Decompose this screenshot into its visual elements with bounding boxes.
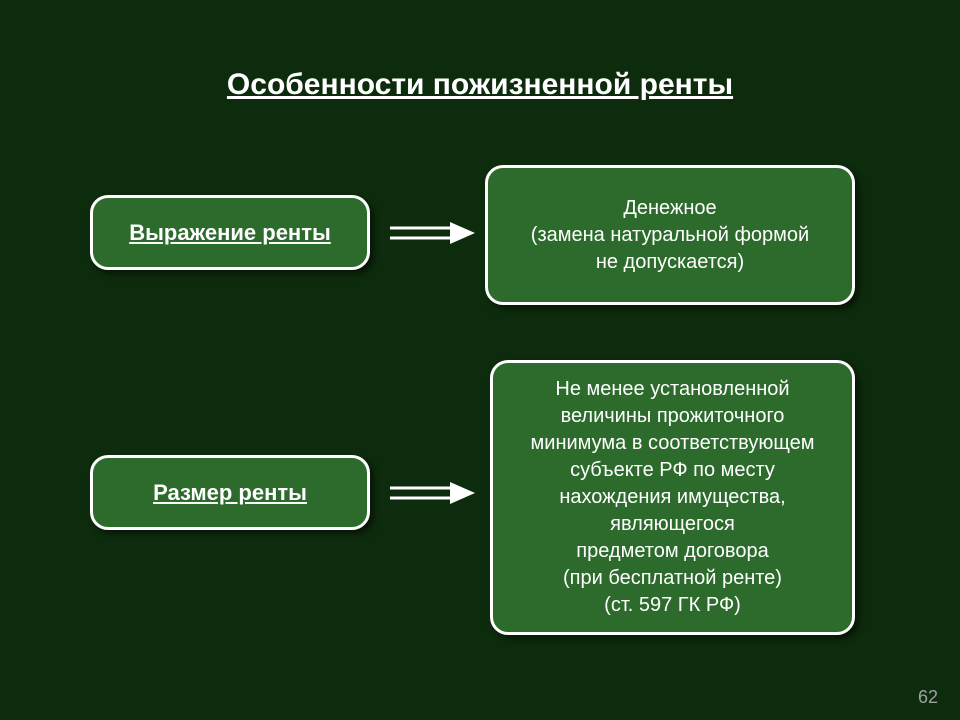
node-content-monetary: Денежное(замена натуральной формойне доп…: [485, 165, 855, 305]
node-content-text: Не менее установленнойвеличины прожиточн…: [531, 376, 815, 619]
arrow-2: [390, 482, 475, 504]
node-content-text: Денежное(замена натуральной формойне доп…: [531, 195, 809, 276]
page-number: 62: [918, 687, 938, 708]
arrow-1: [390, 222, 475, 244]
node-label-expression: Выражение ренты: [90, 195, 370, 270]
node-label-text: Размер ренты: [153, 480, 307, 506]
node-content-minimum: Не менее установленнойвеличины прожиточн…: [490, 360, 855, 635]
node-label-text: Выражение ренты: [129, 220, 331, 246]
node-label-size: Размер ренты: [90, 455, 370, 530]
page-title: Особенности пожизненной ренты: [227, 68, 733, 102]
